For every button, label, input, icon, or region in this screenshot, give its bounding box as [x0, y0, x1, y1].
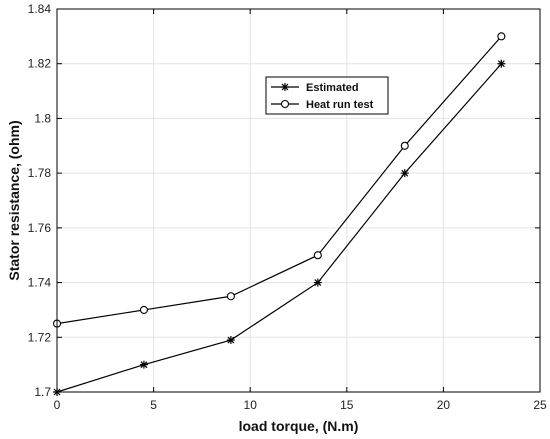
x-tick-labels: 0 5 10 15 20 25	[54, 398, 547, 412]
series-1	[53, 59, 506, 396]
data-point	[497, 59, 506, 68]
series-line	[56, 35, 502, 325]
legend-box	[265, 76, 389, 115]
y-tick-label: 1.78	[28, 166, 52, 180]
legend-marker	[280, 99, 290, 109]
legend-label: Heat run test	[306, 99, 374, 111]
legend-entry: Heat run test	[271, 99, 374, 111]
y-tick-label: 1.8	[34, 111, 51, 125]
x-tick-label: 20	[437, 398, 451, 412]
legend-label: Estimated	[306, 82, 359, 94]
legend-entry: Estimated	[271, 82, 359, 94]
plot-frame	[56, 8, 541, 393]
data-point	[313, 278, 322, 287]
y-tick-label: 1.72	[28, 330, 52, 344]
x-tick-label: 25	[533, 398, 547, 412]
data-point	[226, 292, 235, 301]
y-tick-label: 1.76	[28, 221, 52, 235]
legend: Estimated Heat run test	[265, 76, 389, 115]
x-axis-label: load torque, (N.m)	[239, 418, 359, 434]
y-tick-labels: 1.7 1.72 1.74 1.76 1.78 1.8 1.82 1.84	[28, 2, 52, 399]
data-point	[139, 305, 148, 314]
y-tick-label: 1.7	[34, 385, 51, 399]
data-point	[313, 251, 322, 260]
y-axis-label: Stator resistance, (ohm)	[6, 120, 22, 280]
series-layer	[52, 32, 506, 396]
series-line	[56, 63, 502, 393]
data-point	[400, 141, 409, 150]
data-point	[400, 169, 409, 178]
legend-marker	[281, 83, 289, 91]
y-tick-label: 1.82	[28, 57, 52, 71]
y-tick-label: 1.84	[28, 2, 52, 16]
y-tick-label: 1.74	[28, 276, 52, 290]
x-tick-label: 5	[150, 398, 157, 412]
x-tick-label: 10	[244, 398, 258, 412]
grid	[56, 8, 541, 393]
data-point	[226, 336, 235, 345]
x-tick-label: 15	[340, 398, 354, 412]
data-point	[497, 32, 506, 41]
data-point	[139, 360, 148, 369]
x-tick-label: 0	[54, 398, 61, 412]
